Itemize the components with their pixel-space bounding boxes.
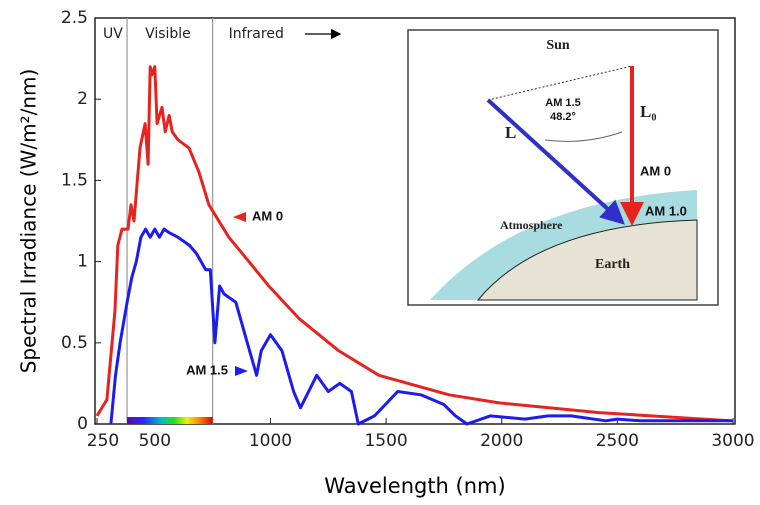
inset-label: AM 1.5: [545, 97, 580, 109]
inset-label: L₀: [640, 102, 656, 121]
x-tick-label: 1500: [364, 431, 407, 451]
inset-label: L: [505, 123, 516, 142]
y-tick-label: 2.5: [61, 8, 88, 28]
legend-marker: [233, 212, 246, 222]
visible-color-bar: [127, 417, 213, 424]
plot-frame: [94, 17, 736, 425]
dotted-line: [487, 65, 633, 101]
y-tick-label: 0: [77, 414, 88, 434]
inset-label: 48.2°: [550, 111, 576, 123]
earth-area: [476, 219, 698, 301]
inset-label: AM 0: [640, 163, 671, 178]
x-tick-label: 250: [87, 431, 119, 451]
legend-label: AM 1.5: [186, 362, 228, 377]
am15-arrow: [486, 98, 625, 225]
x-tick-label: 2500: [596, 431, 639, 451]
angle-arc: [544, 131, 623, 142]
series-line: [95, 65, 730, 423]
inset-diagram: Sun AM 1.5 48.2° L L₀ AM 0 AM 1.0 Atmosp…: [407, 29, 719, 306]
y-axis-label: Spectral Irradiance (W/m²/nm): [17, 69, 41, 374]
inset-label: Earth: [595, 257, 630, 272]
series-line: [109, 227, 733, 426]
region-label: Visible: [145, 26, 191, 42]
x-tick-label: 3000: [711, 431, 754, 451]
inset-label: Sun: [546, 38, 570, 53]
inset-label: AM 1.0: [645, 203, 687, 218]
y-tick-label: 0.5: [61, 333, 88, 353]
x-axis-label: Wavelength (nm): [324, 474, 505, 498]
legend-marker: [235, 366, 248, 376]
x-tick-label: 1000: [249, 431, 292, 451]
legend-label: AM 0: [252, 208, 283, 223]
y-tick-label: 1.5: [61, 170, 88, 190]
region-label: Infrared: [229, 26, 284, 42]
x-tick-label: 500: [139, 431, 171, 451]
region-label: UV: [103, 26, 123, 42]
y-tick-label: 1: [77, 252, 88, 272]
x-tick-label: 2000: [480, 431, 523, 451]
inset-label: Atmosphere: [500, 218, 563, 232]
y-tick-label: 2: [77, 89, 88, 109]
